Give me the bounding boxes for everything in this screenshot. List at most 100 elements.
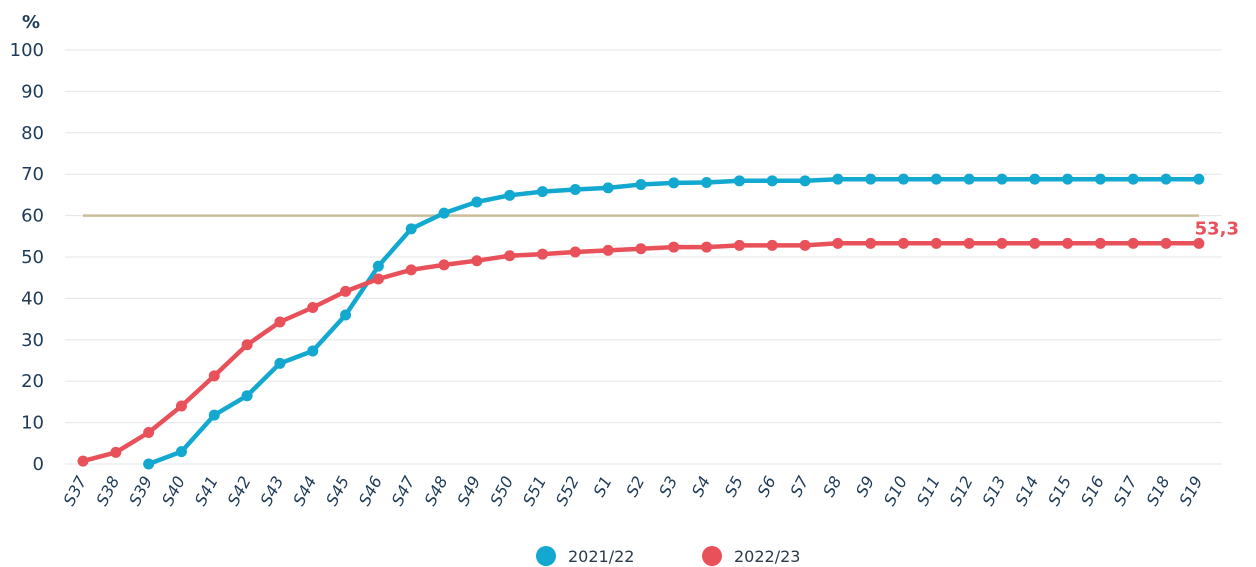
data-point [143,459,154,470]
x-tick-label: S14 [1011,473,1042,509]
data-point [1193,174,1204,185]
data-point [668,242,679,253]
data-point [668,177,679,188]
x-tick-label: S4 [688,473,714,500]
data-point [701,242,712,253]
x-tick-label: S40 [158,473,189,509]
data-point [537,249,548,260]
y-tick-label: 100 [10,40,44,61]
series-line-1 [83,243,1199,461]
data-point [865,174,876,185]
x-tick-label: S13 [978,473,1009,509]
data-point [1062,238,1073,249]
x-tick-label: S44 [289,473,320,509]
data-point [800,240,811,251]
data-point [570,247,581,258]
data-point [1029,238,1040,249]
y-tick-label: 20 [21,371,44,392]
data-point [176,446,187,457]
data-point [1128,238,1139,249]
x-tick-label: S9 [852,473,878,500]
x-tick-label: S6 [753,473,779,500]
data-point [603,245,614,256]
data-point [603,182,614,193]
data-point [1029,174,1040,185]
data-point [570,184,581,195]
x-axis-ticks: S37 S38 S39 S40 S41 S42 S43 S44 S45 S46 S47 S48 S49 S… [59,472,1206,509]
data-point [832,174,843,185]
x-tick-label: S37 [59,472,90,509]
data-point [143,427,154,438]
x-tick-label: S50 [486,473,517,509]
y-tick-label: 90 [21,81,44,102]
x-tick-label: S19 [1175,473,1206,509]
x-tick-label: S12 [946,473,977,509]
data-point [307,345,318,356]
y-tick-label: 70 [21,164,44,185]
x-tick-label: S49 [453,473,484,509]
x-tick-label: S46 [355,473,386,509]
x-tick-label: S11 [913,473,944,509]
data-point [406,264,417,275]
data-point [242,390,253,401]
data-point [537,186,548,197]
data-point [964,174,975,185]
data-point [996,174,1007,185]
data-point [931,238,942,249]
x-tick-label: S41 [191,473,222,509]
x-tick-label: S51 [519,473,550,509]
y-axis-ticks: 0 10 20 30 40 50 60 70 80 90 100 [10,40,44,475]
data-point [996,238,1007,249]
legend: 2021/22 2022/23 [536,546,800,566]
x-tick-label: S48 [420,473,451,509]
y-axis-label: % [22,12,40,33]
x-tick-label: S16 [1077,473,1108,509]
data-point [340,309,351,320]
x-tick-label: S42 [224,473,255,509]
x-tick-label: S3 [655,473,681,500]
data-point [964,238,975,249]
data-point [1128,174,1139,185]
data-point [274,316,285,327]
data-point [406,223,417,234]
data-point [439,208,450,219]
y-tick-label: 0 [33,454,44,475]
x-tick-label: S52 [552,473,583,509]
x-tick-label: S15 [1044,473,1075,509]
data-point [767,240,778,251]
x-tick-label: S39 [125,473,156,509]
data-point [701,177,712,188]
data-point [898,238,909,249]
y-tick-label: 60 [21,206,44,227]
end-value-label: 53,3 [1195,218,1239,239]
data-point [340,286,351,297]
data-point [373,261,384,272]
data-point [1193,238,1204,249]
y-tick-label: 40 [21,288,44,309]
data-point [1062,174,1073,185]
data-point [471,255,482,266]
data-point [832,238,843,249]
x-tick-label: S1 [589,473,615,500]
data-point [307,302,318,313]
data-point [373,273,384,284]
x-tick-label: S38 [92,473,123,509]
data-point [209,370,220,381]
data-point [1161,174,1172,185]
legend-label: 2022/23 [734,547,800,566]
y-tick-label: 50 [21,247,44,268]
data-point [898,174,909,185]
series-group [78,174,1205,470]
data-point [471,196,482,207]
legend-label: 2021/22 [568,547,634,566]
data-point [274,358,285,369]
data-point [800,175,811,186]
legend-marker [702,546,722,566]
data-point [439,259,450,270]
data-point [242,339,253,350]
x-tick-label: S18 [1142,473,1173,509]
x-tick-label: S43 [256,473,287,509]
data-point [1095,174,1106,185]
series-line-0 [149,179,1199,464]
